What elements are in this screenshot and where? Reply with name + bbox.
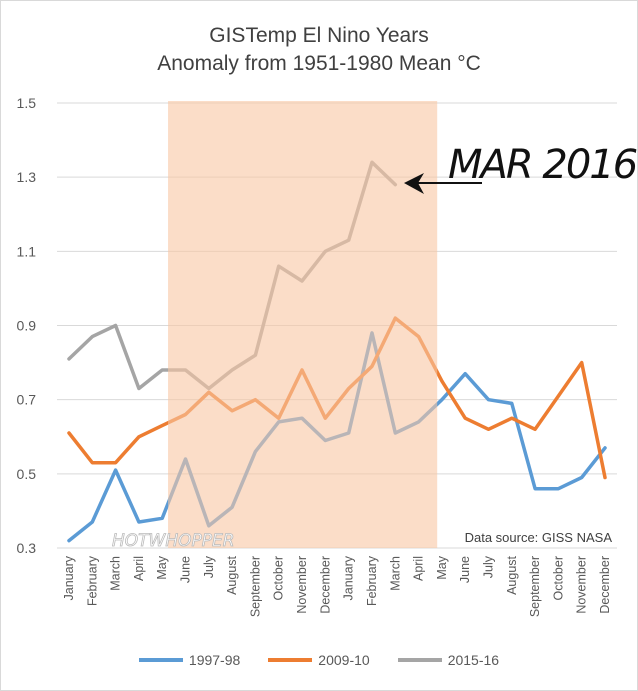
y-tick-label: 1.5 [17,95,37,111]
x-tick-label: June [458,556,472,583]
legend-swatch [268,658,313,662]
chart-subtitle: Anomaly from 1951-1980 Mean °C [157,52,481,75]
y-tick-label: 1.1 [17,243,37,259]
legend-item: 1997-98 [138,652,241,668]
x-tick-label: March [109,556,123,591]
legend-item: 2015-16 [397,652,500,668]
x-tick-label: September [528,556,542,617]
x-tick-label: May [435,555,449,579]
legend-swatch [138,658,183,662]
x-tick-label: May [155,555,169,579]
annotation-mar-2016: MAR 2016 [448,142,637,188]
legend-item: 2009-10 [268,652,370,668]
y-tick-label: 0.9 [17,318,37,334]
x-tick-label: January [342,555,356,600]
chart-title: GISTemp El Nino Years [209,24,429,47]
x-tick-label: October [551,556,565,600]
x-tick-label: April [412,556,426,581]
x-tick-label: February [85,555,99,606]
x-tick-label: November [575,556,589,614]
y-tick-label: 1.3 [17,169,37,185]
x-tick-label: June [179,556,193,583]
x-tick-label: August [505,555,519,594]
arrow-head-icon [404,173,424,194]
watermark-logo: HOTWHOPPER [112,531,235,551]
x-tick-label: July [481,555,495,578]
legend-swatch [397,658,442,662]
legend-label: 2015-16 [447,652,500,668]
x-tick-label: October [272,556,286,600]
y-tick-label: 0.5 [17,466,37,482]
x-tick-label: December [318,556,332,614]
x-tick-label: November [295,556,309,614]
y-tick-label: 0.3 [17,540,37,556]
legend: 1997-98 2009-10 2015-16 [0,652,638,668]
data-source-note: Data source: GISS NASA [465,530,613,545]
x-tick-label: April [132,556,146,581]
legend-label: 2009-10 [318,652,370,668]
y-tick-label: 0.7 [17,392,37,408]
x-tick-label: March [388,556,402,591]
x-tick-label: February [365,555,379,606]
x-tick-label: December [598,556,612,614]
legend-label: 1997-98 [188,652,241,668]
x-tick-label: August [225,555,239,594]
x-tick-label: September [248,556,262,617]
x-tick-label: January [62,555,76,600]
x-tick-label: July [202,555,216,578]
highlight-band [168,101,438,548]
